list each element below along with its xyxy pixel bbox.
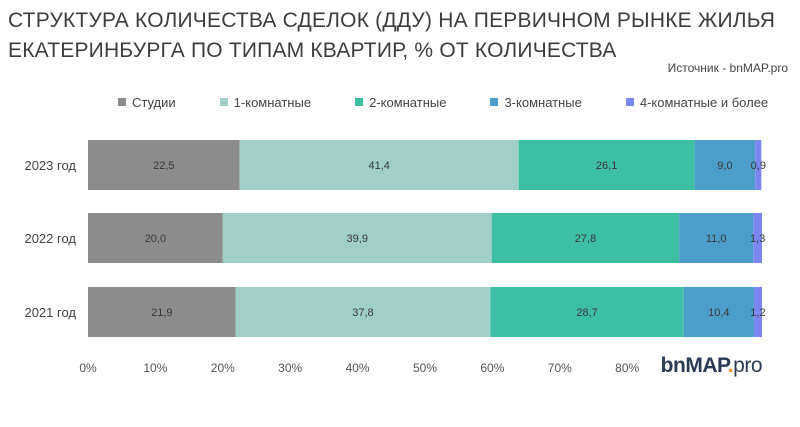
bar-segment	[235, 287, 491, 337]
source-note: Источник - bnMAP.pro	[667, 61, 788, 75]
bar-segment	[88, 287, 236, 337]
bar-segment	[753, 287, 762, 337]
legend-item-3: 2-комнатные	[355, 95, 446, 110]
category-label: 2022 год	[24, 231, 76, 246]
x-tick-label: 60%	[480, 361, 504, 375]
bar-segment	[88, 140, 240, 190]
data-label: 21,9	[151, 307, 172, 319]
logo-dot: .	[727, 354, 734, 377]
legend-label: 4-комнатные и более	[639, 94, 769, 110]
legend-label: 1-комнатные	[233, 94, 312, 110]
x-tick-label: 50%	[413, 361, 437, 375]
x-tick-label: 20%	[211, 361, 235, 375]
legend-item-2: 1-комнатные	[219, 94, 312, 110]
legend-swatch	[355, 98, 364, 106]
data-label: 27,8	[575, 233, 596, 245]
bar-segment	[88, 213, 223, 263]
chart-title-line-1: СТРУКТУРА КОЛИЧЕСТВА СДЕЛОК (ДДУ) НА ПЕР…	[8, 9, 776, 32]
bar-segment	[518, 140, 695, 190]
data-label: 1,3	[750, 233, 765, 245]
data-label: 28,7	[576, 307, 597, 319]
legend-swatch	[219, 98, 228, 106]
data-label: 11,0	[706, 233, 727, 245]
x-tick-label: 30%	[278, 361, 302, 375]
bar-segment	[694, 140, 756, 190]
bar-segment	[239, 140, 519, 190]
bar-segment	[491, 213, 680, 263]
data-label: 9,0	[717, 160, 732, 172]
bar-segment	[222, 213, 492, 263]
logo-text-main: bnMAP	[660, 354, 729, 377]
bar-segment	[679, 213, 754, 263]
legend-item-5: 4-комнатные и более	[625, 94, 769, 110]
x-tick-label: 0%	[79, 361, 97, 375]
legend-label: 3-комнатные	[504, 94, 582, 110]
x-tick-label: 10%	[143, 361, 167, 375]
category-label: 2023 год	[24, 158, 76, 173]
data-label: 1,2	[750, 307, 765, 319]
bar-segment	[683, 287, 754, 337]
data-label: 39,9	[347, 233, 368, 245]
x-tick-label: 80%	[615, 361, 639, 375]
data-label: 0,9	[751, 160, 766, 172]
data-label: 41,4	[368, 160, 389, 172]
data-label: 37,8	[352, 307, 373, 319]
bar-segment	[755, 140, 762, 190]
legend-swatch	[625, 98, 634, 106]
data-label: 22,5	[153, 160, 174, 172]
x-tick-label: 70%	[548, 361, 572, 375]
legend-label: Студии	[132, 94, 176, 110]
data-label: 20,0	[145, 233, 166, 245]
chart-title: СТРУКТУРА КОЛИЧЕСТВА СДЕЛОК (ДДУ) НА ПЕР…	[8, 6, 788, 66]
chart-legend: Студии 1-комнатные 2-комнатные 3-комнатные 4…	[118, 92, 768, 112]
data-label: 26,1	[596, 160, 617, 172]
bnmap-logo: bnMAP.pro	[660, 354, 763, 378]
legend-swatch	[118, 98, 126, 106]
logo-text-pro: pro	[733, 354, 762, 377]
category-label: 2021 год	[24, 305, 76, 320]
bar-segment	[753, 213, 762, 263]
legend-item-1: Студии	[118, 95, 176, 110]
legend-swatch	[490, 98, 499, 106]
bar-segment	[490, 287, 684, 337]
chart-title-line-2: ЕКАТЕРИНБУРГА ПО ТИПАМ КВАРТИР, % ОТ КОЛ…	[8, 39, 617, 62]
data-label: 10,4	[708, 307, 729, 319]
legend-label: 2-комнатные	[369, 94, 447, 110]
x-tick-label: 40%	[346, 361, 370, 375]
legend-item-4: 3-комнатные	[490, 94, 582, 110]
